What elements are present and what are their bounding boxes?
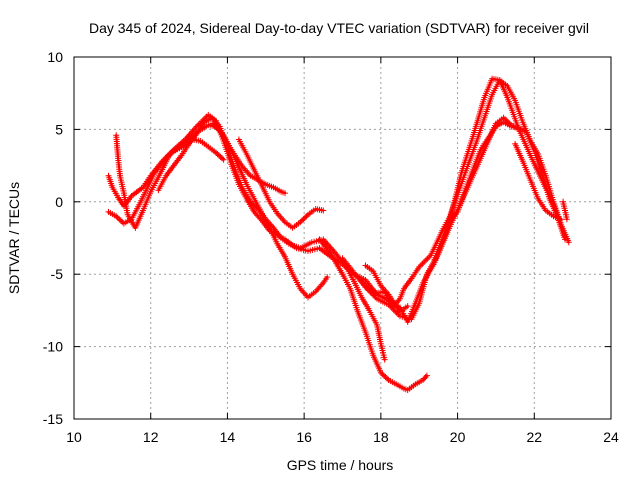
x-tick-label: 20 bbox=[450, 429, 466, 445]
x-tick-label: 12 bbox=[143, 429, 159, 445]
series-markers bbox=[235, 136, 327, 231]
y-tick-label: 0 bbox=[55, 194, 63, 210]
y-tick-label: 10 bbox=[47, 49, 63, 65]
series-markers bbox=[362, 262, 411, 315]
y-tick-label: 5 bbox=[55, 121, 63, 137]
y-axis-label: SDTVAR / TECUs bbox=[6, 182, 22, 294]
series-track-12 bbox=[512, 140, 565, 223]
y-tick-label: -15 bbox=[43, 411, 63, 427]
series-track-11 bbox=[431, 119, 568, 263]
series-track-13 bbox=[560, 198, 570, 223]
series-track-5 bbox=[209, 120, 288, 197]
series-track-7 bbox=[316, 236, 430, 393]
series-markers bbox=[512, 140, 565, 223]
chart-title: Day 345 of 2024, Sidereal Day-to-day VTE… bbox=[89, 20, 589, 36]
plot-frame bbox=[73, 56, 612, 420]
x-tick-label: 24 bbox=[603, 429, 619, 445]
series-track-10 bbox=[362, 262, 411, 315]
series-markers bbox=[209, 120, 288, 197]
data-series bbox=[105, 75, 572, 393]
x-tick-label: 18 bbox=[373, 429, 389, 445]
axis-ticks bbox=[73, 56, 612, 420]
y-tick-labels: -15 -10 -5 0 5 10 bbox=[43, 49, 63, 427]
y-tick-label: -10 bbox=[43, 339, 63, 355]
x-tick-label: 16 bbox=[296, 429, 312, 445]
series-markers bbox=[431, 119, 568, 263]
x-axis-label: GPS time / hours bbox=[287, 457, 394, 473]
grid bbox=[74, 57, 611, 419]
x-tick-label: 14 bbox=[220, 429, 236, 445]
series-track-6 bbox=[235, 136, 327, 231]
x-tick-label: 10 bbox=[66, 429, 82, 445]
x-tick-labels: 10 12 14 16 18 20 22 24 bbox=[66, 429, 619, 445]
series-markers bbox=[560, 198, 570, 223]
series-markers bbox=[316, 236, 430, 393]
x-tick-label: 22 bbox=[526, 429, 542, 445]
y-tick-label: -5 bbox=[51, 266, 64, 282]
